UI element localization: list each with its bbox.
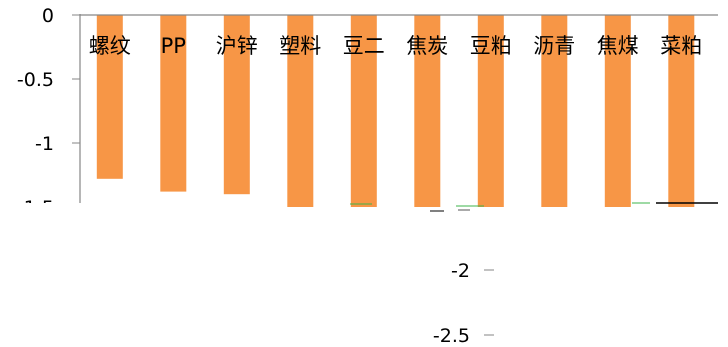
category-label: 焦煤 — [597, 34, 639, 58]
category-label: 塑料 — [279, 34, 321, 58]
y-tick-label: -1 — [35, 133, 54, 155]
bar-5 — [350, 15, 377, 207]
y-tick-label: -2.5 — [433, 325, 470, 347]
category-label: 焦炭 — [406, 34, 448, 58]
category-label: 豆二 — [343, 34, 385, 58]
y-tick-label: 0 — [42, 5, 54, 27]
lower-axis-fragment: -2 -2.5 — [433, 260, 494, 347]
bar-10 — [668, 15, 695, 207]
bar-6 — [414, 15, 441, 207]
y-tick-label-clipped: -1.5 — [17, 197, 54, 219]
bar-7 — [477, 15, 504, 207]
category-label: 菜粕 — [660, 34, 702, 58]
category-label: 螺纹 — [89, 34, 131, 58]
y-tick-label: -0.5 — [17, 69, 54, 91]
category-labels: 螺纹 PP 沪锌 塑料 豆二 焦炭 豆粕 沥青 焦煤 菜粕 — [89, 34, 702, 58]
category-label: PP — [161, 34, 186, 58]
y-tick-label: -2 — [451, 260, 470, 282]
bar-9 — [604, 15, 631, 207]
y-axis-upper-ticks: 0 -0.5 -1 — [17, 5, 80, 155]
category-label: 沪锌 — [216, 34, 258, 58]
bar-3 — [223, 15, 250, 195]
bar-2 — [160, 15, 187, 192]
bar-1 — [96, 15, 123, 179]
bars-group — [96, 15, 695, 207]
category-label: 豆粕 — [470, 34, 512, 58]
bar-8 — [541, 15, 568, 207]
bar-4 — [287, 15, 314, 207]
y-tick-label: -1.5 — [17, 197, 54, 219]
category-label: 沥青 — [533, 34, 575, 58]
